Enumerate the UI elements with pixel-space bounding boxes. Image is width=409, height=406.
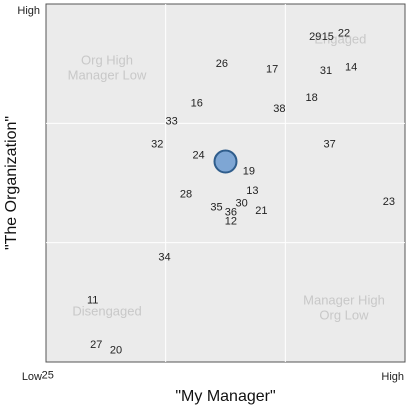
average-marker	[213, 149, 238, 174]
data-point-36: 36	[225, 207, 237, 219]
data-point-35: 35	[210, 201, 222, 213]
data-point-18: 18	[306, 92, 318, 104]
data-point-38: 38	[273, 103, 285, 115]
quadrant-label-line: Manager High	[303, 292, 385, 307]
data-point-30: 30	[236, 198, 248, 210]
y-axis-high-label: High	[17, 5, 40, 17]
data-point-25: 25	[42, 370, 54, 382]
quadrant-label-disengaged: Disengaged	[72, 303, 141, 318]
quadrant-label-org-high-manager-low: Org High Manager Low	[68, 53, 147, 83]
data-point-23: 23	[383, 196, 395, 208]
data-point-26: 26	[216, 58, 228, 70]
quadrant-label-engaged: Engaged	[314, 31, 366, 46]
x-axis-title: "My Manager"	[175, 388, 275, 405]
quadrant-label-line: Disengaged	[72, 303, 141, 318]
data-point-21: 21	[255, 205, 267, 217]
data-point-20: 20	[110, 344, 122, 356]
data-point-29: 29	[309, 31, 321, 43]
data-point-27: 27	[90, 339, 102, 351]
x-axis-low-label: Low	[22, 371, 42, 383]
quadrant-label-line: Org Low	[319, 307, 369, 322]
y-axis-title: "The Organization"	[3, 116, 20, 250]
data-point-12: 12	[225, 216, 237, 228]
data-point-37: 37	[323, 139, 335, 151]
data-point-19: 19	[243, 165, 255, 177]
data-point-34: 34	[158, 251, 170, 263]
data-point-11: 11	[87, 294, 98, 306]
data-point-28: 28	[180, 189, 192, 201]
data-point-24: 24	[192, 149, 204, 161]
quadrant-label-line: Engaged	[314, 31, 366, 46]
data-point-15: 15	[322, 31, 334, 43]
quadrant-label-line: Org High	[81, 53, 133, 68]
data-point-31: 31	[320, 65, 332, 77]
data-point-32: 32	[151, 139, 163, 151]
plot-area	[45, 3, 406, 363]
data-point-33: 33	[166, 115, 178, 127]
data-point-16: 16	[191, 97, 203, 109]
data-point-22: 22	[338, 28, 350, 40]
data-point-14: 14	[345, 62, 357, 74]
quadrant-label-line: Manager Low	[68, 68, 147, 83]
x-axis-high-label: High	[381, 371, 404, 383]
data-point-13: 13	[246, 185, 258, 197]
quadrant-label-manager-high-org-low: Manager High Org Low	[303, 292, 385, 322]
data-point-17: 17	[266, 63, 278, 75]
